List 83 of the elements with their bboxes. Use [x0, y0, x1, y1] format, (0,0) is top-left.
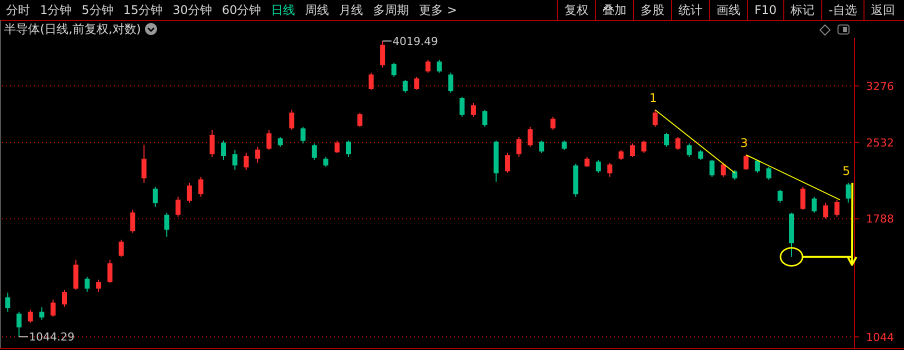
candlestick [402, 79, 408, 94]
chart-title: 半导体(日线,前复权,对数) [4, 22, 141, 36]
candlestick [516, 136, 522, 158]
candlestick [823, 202, 828, 220]
candlestick [39, 306, 44, 320]
candlestick [436, 59, 442, 74]
candlestick [812, 196, 817, 214]
candlestick [255, 146, 260, 164]
candlestick [460, 96, 465, 118]
candlestick [618, 149, 624, 160]
candlestick [846, 182, 851, 204]
y-tick-label: 3276 [866, 80, 894, 93]
candlestick [744, 154, 749, 170]
annotation: 1044.29 [29, 330, 75, 344]
candlestick [266, 129, 272, 150]
annotation: 5 [842, 164, 850, 178]
candlestick [754, 159, 760, 174]
candlestick [107, 259, 112, 284]
candlestick [550, 116, 556, 130]
candlestick [323, 156, 328, 168]
candlestick [176, 196, 181, 218]
y-tick-label: 1044 [866, 330, 894, 344]
candlestick [312, 142, 317, 160]
candlestick [289, 109, 294, 130]
y-tick-label: 2532 [866, 136, 894, 150]
y-tick-label: 1788 [866, 212, 894, 226]
candlestick [118, 239, 124, 258]
annotation: 1 [649, 90, 658, 105]
candlestick [244, 152, 249, 170]
candlestick [346, 140, 351, 158]
candlestick [596, 159, 601, 174]
candlestick [16, 311, 22, 338]
candlestick [334, 140, 340, 154]
candlestick [186, 182, 192, 204]
candlestick [607, 162, 612, 178]
candlestick [641, 140, 646, 154]
candlestick [686, 142, 692, 158]
annotation: 4019.49 [392, 35, 438, 48]
candlestick [130, 209, 136, 234]
candlestick [539, 140, 544, 154]
candlestick [357, 112, 362, 128]
candlestick [834, 199, 840, 218]
candlestick [96, 279, 102, 292]
candlestick [164, 212, 170, 238]
candlestick [698, 149, 704, 160]
candlestick [505, 152, 510, 174]
candlestick [630, 142, 635, 158]
candlestick [448, 72, 454, 94]
candlestick [414, 76, 420, 90]
candlestick [664, 132, 670, 148]
candlestick [142, 144, 146, 184]
candlestick [470, 102, 476, 118]
candlestick [84, 276, 90, 292]
candlestick [198, 176, 204, 198]
candlestick [232, 149, 238, 170]
candlestick [221, 140, 226, 160]
candlestick [62, 289, 67, 308]
candlestick [278, 136, 283, 148]
candlestick [210, 129, 215, 158]
candlestick [562, 140, 567, 150]
candlestick [652, 109, 658, 128]
candlestick [152, 186, 158, 208]
candlestick [300, 126, 306, 144]
candlestick [766, 166, 772, 180]
candlestick [732, 169, 738, 180]
candlestick [380, 40, 386, 68]
candlestick [675, 136, 680, 150]
candlestick [73, 259, 78, 290]
candlestick [800, 186, 806, 210]
candlestick [28, 309, 33, 324]
candlestick [5, 292, 10, 312]
toolbar: 分时 1分钟 5分钟 15分钟 30分钟 60分钟 日线 周线 月线 多周期 更多 > 复权 叠加 多股 统计 画线 F10 标记 -自选 返回 [6, 0, 895, 20]
candlestick [528, 126, 533, 148]
candlestick [426, 59, 430, 74]
candlestick [584, 156, 590, 168]
candlestick [778, 189, 783, 204]
candlestick [50, 299, 56, 318]
candlestick [391, 62, 396, 78]
annotation: 3 [740, 136, 748, 150]
candlestick [368, 72, 374, 90]
candlestick [482, 109, 488, 128]
candlestick [710, 159, 714, 178]
candlestick [720, 162, 726, 178]
